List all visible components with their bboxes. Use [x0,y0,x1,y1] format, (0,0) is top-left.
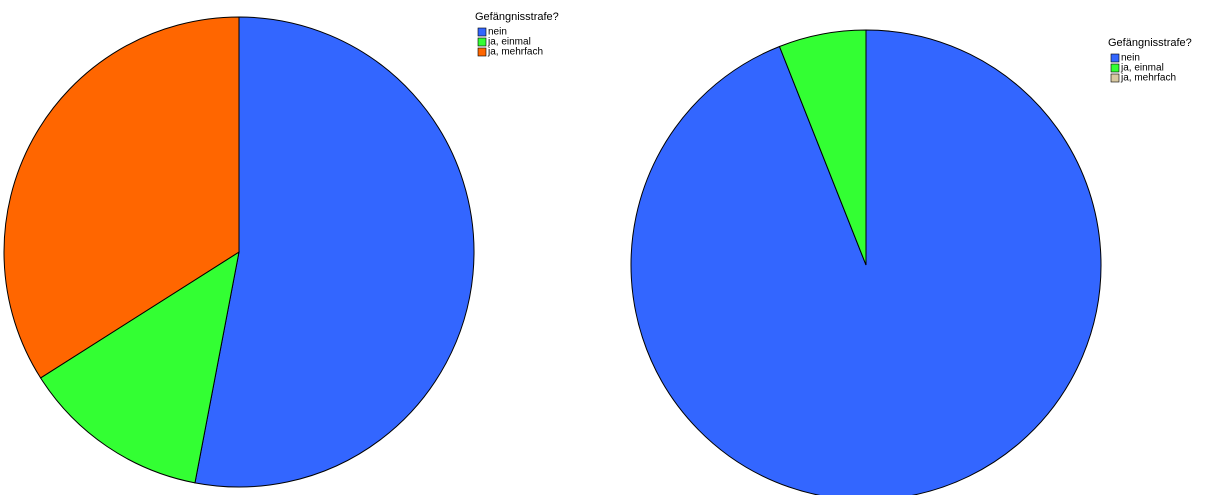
legend-title: Gefängnisstrafe? [475,11,559,23]
legend-swatch [1110,53,1120,63]
legend-label: ja, einmal [1120,63,1164,74]
legend-title: Gefängnisstrafe? [1108,37,1192,49]
legend-swatch [477,37,487,47]
legend-swatch [477,47,487,57]
legend-swatch [1110,63,1120,73]
legend-swatch [1110,73,1120,83]
legend-label: ja, mehrfach [1120,73,1176,84]
legend-swatch [477,27,487,37]
pie-slice [3,16,240,379]
legend-label: nein [1121,53,1140,64]
legend-label: nein [488,27,507,38]
legend-label: ja, einmal [487,37,531,48]
pie-slice [39,250,240,484]
legend-label: ja, mehrfach [487,47,543,58]
pie-slice [778,29,867,266]
pie-slice [194,16,475,488]
